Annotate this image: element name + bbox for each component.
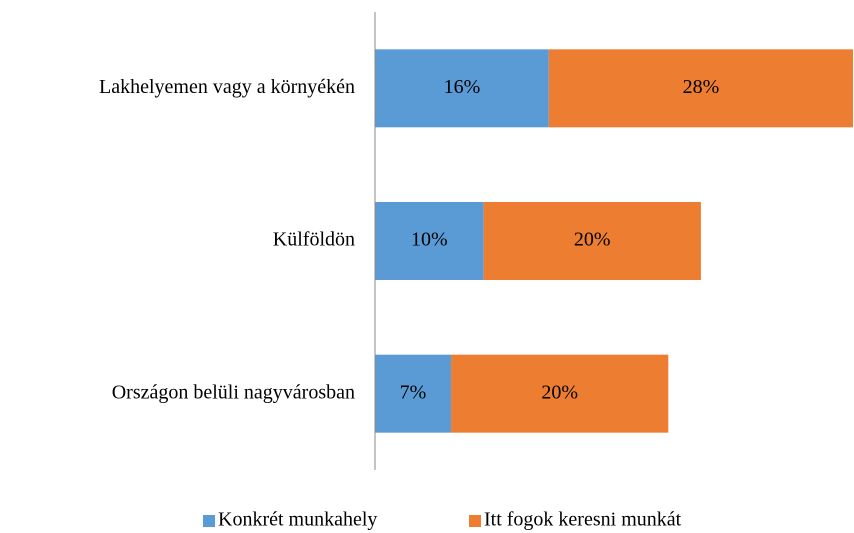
data-label: 10%: [411, 229, 448, 251]
legend-label: Itt fogok keresni munkát: [484, 509, 682, 531]
y-tick-label: Lakhelyemen vagy a környékén: [99, 76, 355, 98]
data-label: 16%: [444, 76, 481, 98]
bar: [451, 354, 669, 433]
data-label: 28%: [683, 76, 720, 98]
bar: [483, 202, 701, 280]
y-tick-label: Országon belüli nagyvárosban: [112, 381, 355, 403]
legend-swatch: [203, 515, 215, 527]
legend-swatch: [469, 515, 481, 527]
bar: [548, 49, 853, 128]
bar: [375, 354, 452, 433]
data-label: 20%: [574, 229, 611, 251]
y-tick-label: Külföldön: [273, 229, 355, 251]
bar: [375, 49, 549, 128]
legend-label: Konkrét munkahely: [218, 509, 377, 531]
data-label: 7%: [400, 381, 427, 403]
bar: [375, 202, 484, 280]
data-label: 20%: [541, 381, 578, 403]
